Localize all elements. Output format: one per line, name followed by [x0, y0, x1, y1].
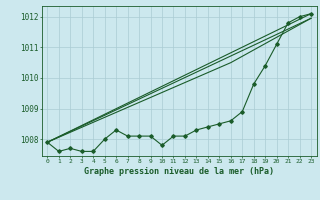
X-axis label: Graphe pression niveau de la mer (hPa): Graphe pression niveau de la mer (hPa) — [84, 167, 274, 176]
